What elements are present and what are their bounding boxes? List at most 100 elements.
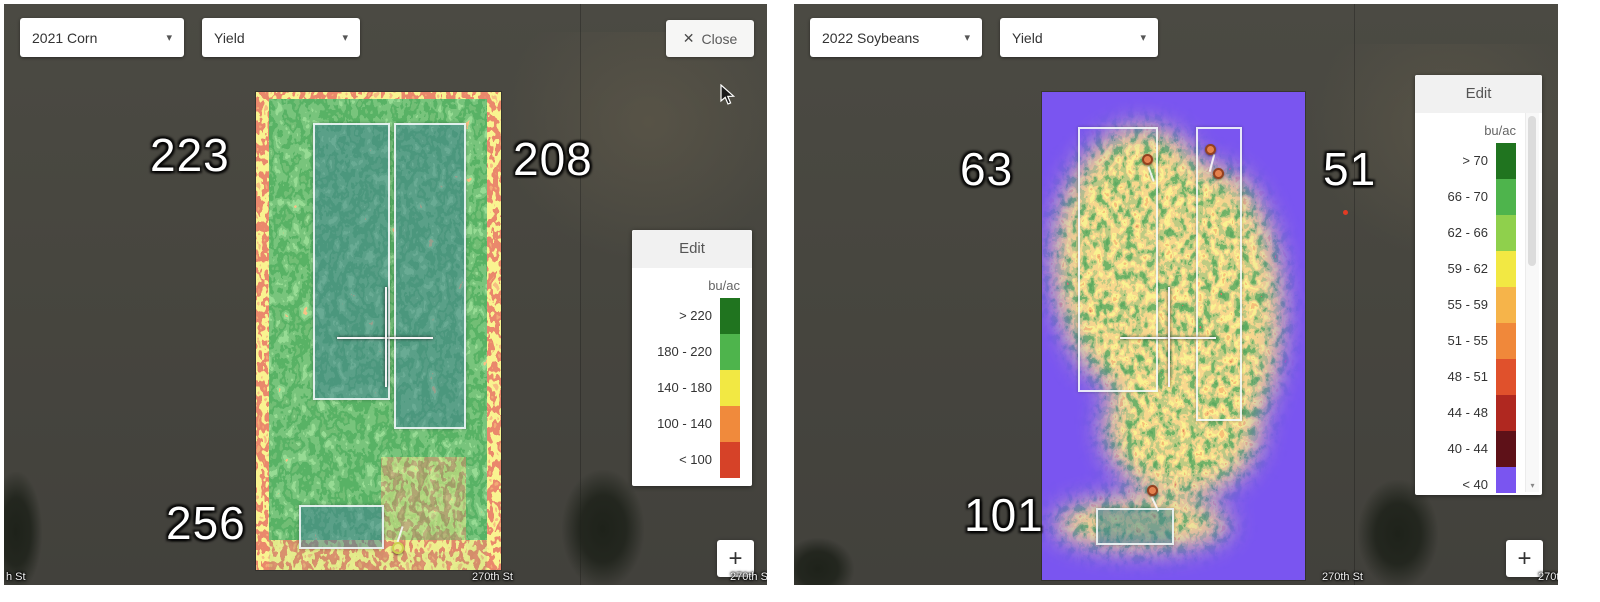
zone-rectangle-right[interactable] [394, 123, 466, 429]
zone-yield-value-left: 63 [960, 143, 1014, 195]
zone-yield-value-right: 208 [513, 133, 593, 185]
zone-rectangle-bottom[interactable] [1096, 508, 1174, 545]
layer-select-value: Yield [1012, 29, 1043, 46]
legend-color-swatch [1496, 359, 1516, 395]
legend-row: 66 - 70 [1415, 179, 1542, 215]
zone-rectangle-bottom[interactable] [299, 505, 384, 549]
legend-color-swatch [720, 442, 740, 478]
legend-range-label: 55 - 59 [1447, 297, 1488, 312]
street-label: 270th St [472, 571, 513, 583]
map-pin[interactable] [1147, 485, 1158, 496]
soybean-yield-heatmap[interactable] [1042, 92, 1305, 580]
legend-range-label: 100 - 140 [657, 416, 712, 431]
zone-rectangle-left[interactable] [1078, 127, 1158, 392]
close-icon: ✕ [682, 30, 695, 46]
terrain-soil-patch [504, 32, 767, 257]
corn-field-edge-left [256, 92, 269, 570]
legend-range-label: 40 - 44 [1447, 441, 1488, 456]
legend-color-swatch [720, 406, 740, 442]
legend-row: 51 - 55 [1415, 323, 1542, 359]
legend-row: > 70 [1415, 143, 1542, 179]
legend-unit-label: bu/ac [1484, 123, 1516, 138]
legend-row: < 40 [1415, 467, 1542, 493]
legend-row: 55 - 59 [1415, 287, 1542, 323]
legend-row: < 100 [632, 442, 752, 478]
map-pin[interactable] [1142, 154, 1153, 165]
tree-cluster [794, 538, 854, 585]
map-panel-2022-soybeans: 63 51 101 2022 Soybeans ▾ Yield ▾ Edit b… [794, 4, 1558, 585]
zone-yield-value-left: 223 [150, 129, 230, 181]
zoom-in-button[interactable]: + [717, 540, 754, 577]
legend-color-swatch [720, 334, 740, 370]
legend-row: 180 - 220 [632, 334, 752, 370]
legend-color-swatch [1496, 251, 1516, 287]
chevron-down-icon: ▾ [342, 32, 348, 44]
corn-field-low-yield-patch [381, 457, 466, 552]
legend-color-swatch [1496, 431, 1516, 467]
legend-color-swatch [1496, 179, 1516, 215]
close-label: Close [701, 30, 738, 47]
legend-color-swatch [1496, 467, 1516, 493]
legend-scrollbar[interactable]: ▾ [1525, 113, 1539, 492]
tree-cluster [562, 470, 644, 585]
map-pin[interactable] [392, 542, 404, 554]
red-marker-dot [1343, 210, 1348, 215]
legend-range-label: 66 - 70 [1447, 189, 1488, 204]
field-select-value: 2022 Soybeans [822, 29, 920, 46]
soybean-field-yield-noise [1042, 92, 1305, 580]
corn-field-edge-right [487, 92, 501, 570]
street-label: h St [6, 571, 26, 583]
zone-yield-value-right: 51 [1323, 143, 1377, 195]
field-select-value: 2021 Corn [32, 29, 98, 46]
legend-range-label: > 70 [1462, 153, 1488, 168]
layer-select-value: Yield [214, 29, 245, 46]
legend-row: 44 - 48 [1415, 395, 1542, 431]
close-button[interactable]: ✕ Close [666, 20, 754, 57]
legend-color-swatch [1496, 143, 1516, 179]
chevron-down-icon: ▾ [964, 32, 970, 44]
legend-row: > 220 [632, 298, 752, 334]
zone-yield-value-bottom: 256 [166, 497, 246, 549]
zoom-in-button[interactable]: + [1506, 540, 1543, 577]
legend-color-swatch [1496, 323, 1516, 359]
map-pin[interactable] [1205, 144, 1216, 155]
street-label: 270th St [1322, 571, 1363, 583]
tree-cluster [4, 472, 42, 585]
corn-field-edge-top [256, 92, 501, 99]
legend-edit-button[interactable]: Edit [632, 230, 752, 268]
legend-range-label: 44 - 48 [1447, 405, 1488, 420]
legend-color-swatch [1496, 215, 1516, 251]
map-panel-2021-corn: 223 208 256 2021 Corn ▾ Yield ▾ ✕ Close … [4, 4, 767, 585]
tree-cluster [1358, 480, 1438, 585]
map-pin[interactable] [1213, 168, 1224, 179]
yield-legend: Edit bu/ac > 220 180 - 220 140 - 180 100… [632, 230, 752, 486]
legend-range-label: 59 - 62 [1447, 261, 1488, 276]
legend-row: 48 - 51 [1415, 359, 1542, 395]
layer-select-dropdown[interactable]: Yield ▾ [202, 18, 360, 57]
scroll-down-arrow-icon[interactable]: ▾ [1530, 481, 1535, 490]
zone-rectangle-left[interactable] [313, 123, 390, 400]
legend-row: 100 - 140 [632, 406, 752, 442]
legend-row: 140 - 180 [632, 370, 752, 406]
layer-select-dropdown[interactable]: Yield ▾ [1000, 18, 1158, 57]
legend-range-label: 48 - 51 [1447, 369, 1488, 384]
legend-scrollbar-thumb[interactable] [1528, 116, 1536, 266]
legend-range-label: 140 - 180 [657, 380, 712, 395]
legend-color-swatch [720, 298, 740, 334]
legend-unit-label: bu/ac [708, 278, 740, 293]
legend-row: 62 - 66 [1415, 215, 1542, 251]
legend-color-swatch [1496, 395, 1516, 431]
legend-edit-button[interactable]: Edit [1415, 75, 1542, 113]
terrain-parcel-line [580, 4, 581, 585]
zone-yield-value-bottom: 101 [964, 489, 1044, 541]
field-select-dropdown[interactable]: 2022 Soybeans ▾ [810, 18, 982, 57]
legend-row: 40 - 44 [1415, 431, 1542, 467]
legend-range-label: 180 - 220 [657, 344, 712, 359]
legend-color-swatch [720, 370, 740, 406]
chevron-down-icon: ▾ [166, 32, 172, 44]
legend-range-label: 51 - 55 [1447, 333, 1488, 348]
street-label: 270th St [1538, 571, 1558, 583]
field-select-dropdown[interactable]: 2021 Corn ▾ [20, 18, 184, 57]
zone-rectangle-right[interactable] [1196, 127, 1242, 421]
legend-range-label: > 220 [679, 308, 712, 323]
